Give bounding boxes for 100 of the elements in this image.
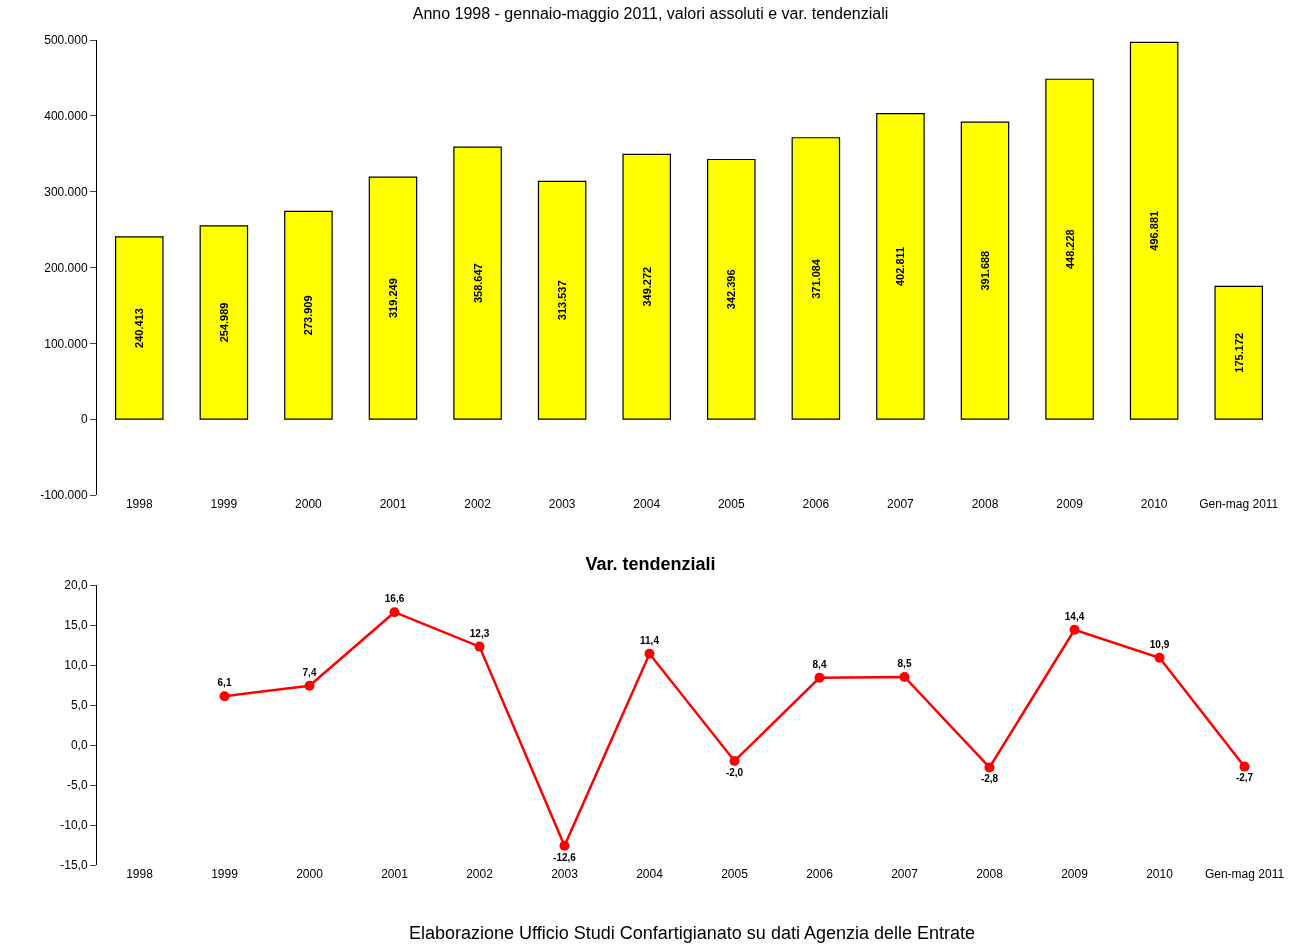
bar xyxy=(284,210,333,420)
chart-title: Var. tendenziali xyxy=(585,553,716,574)
data-label: 6,1 xyxy=(217,677,232,689)
data-label: 8,4 xyxy=(812,659,827,671)
y-tick-label: 300.000 xyxy=(44,184,88,199)
x-tick-label: 2004 xyxy=(636,867,664,881)
y-tick-label: -100.000 xyxy=(40,488,88,503)
x-tick-label: 2001 xyxy=(381,867,409,881)
point xyxy=(899,672,910,682)
point xyxy=(389,607,400,618)
point xyxy=(729,756,740,766)
data-label: 8,5 xyxy=(897,658,912,670)
data-label: 391.688 xyxy=(979,250,991,291)
bar xyxy=(199,225,249,420)
x-tick-label: Gen-mag 2011 xyxy=(1199,497,1279,511)
y-tick-label: 20,0 xyxy=(64,578,88,593)
data-label: 14,4 xyxy=(1064,611,1085,623)
bar xyxy=(1045,78,1094,420)
bar xyxy=(115,236,164,420)
y-tick-label: -5,0 xyxy=(66,778,88,793)
x-tick-label: 2003 xyxy=(551,867,579,881)
x-tick-label: 2001 xyxy=(379,497,407,511)
data-label: 10,9 xyxy=(1149,639,1170,651)
data-label: 11,4 xyxy=(640,635,660,647)
x-tick-label: 2000 xyxy=(295,497,323,511)
x-tick-label: 1998 xyxy=(126,867,154,881)
data-label: 342.396 xyxy=(725,269,738,310)
x-tick-label: Gen-mag 2011 xyxy=(1204,867,1285,881)
data-label: 313.537 xyxy=(556,280,569,321)
bar xyxy=(1129,41,1179,420)
bar xyxy=(1214,285,1263,420)
data-label: -12,6 xyxy=(553,851,577,863)
text: Elaborazione Ufficio Studi Confartigianato su dati Agenzia delle Entrate xyxy=(409,923,976,943)
point xyxy=(1069,624,1080,635)
x-tick-label: 2003 xyxy=(548,497,576,511)
data-label: -2,8 xyxy=(980,773,999,785)
x-tick-label: 2007 xyxy=(887,497,915,511)
data-label: 254.989 xyxy=(217,302,230,343)
data-label: 240.413 xyxy=(133,308,146,348)
y-tick-label: 5,0 xyxy=(70,698,88,713)
data-label: 448.228 xyxy=(1063,229,1076,270)
bar xyxy=(960,121,1010,420)
data-label: 496.881 xyxy=(1148,210,1161,251)
y-tick-label: 100.000 xyxy=(44,336,88,351)
data-label: 7,4 xyxy=(302,667,317,679)
x-tick-label: 2000 xyxy=(296,867,324,881)
y-tick-label: 500.000 xyxy=(44,33,88,48)
data-label: 273.909 xyxy=(302,295,315,336)
data-label: 349.272 xyxy=(640,266,653,307)
y-tick-label: 0 xyxy=(80,412,88,427)
x-tick-label: 2004 xyxy=(633,497,661,511)
chart-title: Anno 1998 - gennaio-maggio 2011, valori assoluti e var. tendenziali xyxy=(412,5,889,23)
data-label: -2,7 xyxy=(1235,772,1254,784)
data-label: 319.249 xyxy=(387,278,399,318)
x-tick-label: 2006 xyxy=(802,497,830,511)
x-tick-label: 2008 xyxy=(971,497,999,511)
x-tick-label: 2005 xyxy=(717,497,745,511)
x-tick-label: 2010 xyxy=(1146,867,1174,881)
data-label: 16,6 xyxy=(384,593,405,605)
point xyxy=(559,840,570,851)
point xyxy=(219,691,230,702)
x-tick-label: 2006 xyxy=(806,867,834,881)
point xyxy=(1239,761,1250,772)
bar xyxy=(537,180,587,420)
x-tick-label: 2010 xyxy=(1140,497,1168,511)
y-tick-label: 200.000 xyxy=(44,260,88,275)
bar xyxy=(791,137,841,420)
x-tick-label: 1999 xyxy=(211,867,239,881)
x-tick-label: 2009 xyxy=(1061,867,1089,881)
data-label: 358.647 xyxy=(471,263,484,304)
y-tick-label: -10,0 xyxy=(60,818,88,833)
data-label: 402.811 xyxy=(894,246,907,287)
y-tick-label: 15,0 xyxy=(64,618,88,633)
point xyxy=(1154,652,1165,663)
point xyxy=(644,648,655,659)
x-tick-label: 1999 xyxy=(210,497,238,511)
x-tick-label: 2002 xyxy=(466,867,494,881)
y-tick-label: 400.000 xyxy=(44,109,88,124)
point xyxy=(984,762,995,773)
bar xyxy=(622,153,671,420)
data-label: 371.084 xyxy=(809,258,822,299)
data-label: 12,3 xyxy=(469,627,490,639)
bar xyxy=(368,176,418,420)
y-tick-label: -15,0 xyxy=(60,858,88,873)
x-tick-label: 2008 xyxy=(976,867,1004,881)
bar xyxy=(707,158,756,420)
x-tick-label: 2005 xyxy=(721,867,749,881)
bar xyxy=(453,146,502,420)
bar xyxy=(876,113,925,420)
y-tick-label: 0,0 xyxy=(70,738,88,753)
data-label: -2,0 xyxy=(725,766,744,778)
point xyxy=(304,680,315,691)
point xyxy=(474,641,485,652)
x-tick-label: 2009 xyxy=(1056,497,1084,511)
data-label: 175.172 xyxy=(1232,332,1245,373)
y-tick-label: 10,0 xyxy=(64,658,88,673)
x-tick-label: 1998 xyxy=(125,497,153,511)
x-tick-label: 2007 xyxy=(891,867,919,881)
point xyxy=(814,672,825,683)
x-tick-label: 2002 xyxy=(464,497,492,511)
